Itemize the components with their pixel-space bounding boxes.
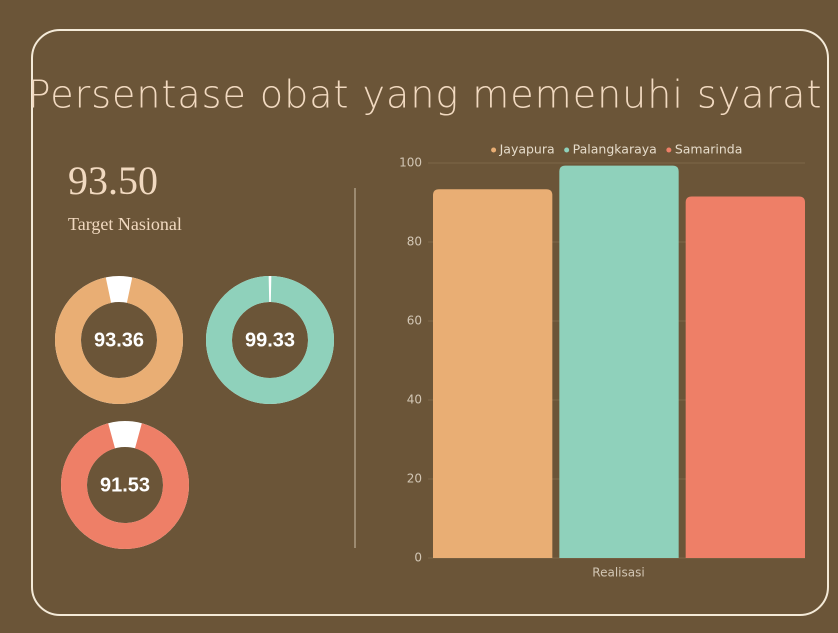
donut-label: 99.33	[245, 329, 295, 351]
donut-arc	[55, 277, 183, 404]
donut-arc	[61, 423, 189, 549]
y-tick-label: 20	[407, 472, 422, 486]
y-tick-label: 60	[407, 314, 422, 328]
legend-marker	[491, 147, 497, 153]
x-tick-label: Realisasi	[592, 566, 644, 580]
bar	[559, 165, 679, 559]
donut-arc	[206, 276, 334, 404]
legend-marker	[666, 147, 672, 153]
target-label: Target Nasional	[68, 214, 182, 234]
bar	[433, 189, 553, 558]
legend-label: Palangkaraya	[573, 142, 657, 157]
donut-label: 91.53	[100, 474, 150, 496]
y-tick-label: 40	[407, 393, 422, 407]
y-tick-label: 80	[407, 235, 422, 249]
y-tick-label: 100	[399, 156, 422, 170]
legend-label: Samarinda	[675, 142, 743, 157]
donut-label: 93.36	[94, 329, 144, 351]
title: Persentase obat yang memenuhi syarat	[28, 73, 823, 117]
legend-label: Jayapura	[499, 142, 555, 157]
bar	[685, 196, 805, 559]
legend-marker	[564, 147, 570, 153]
y-tick-label: 0	[414, 551, 422, 565]
frame	[31, 29, 829, 616]
target-value: 93.50	[68, 158, 158, 203]
